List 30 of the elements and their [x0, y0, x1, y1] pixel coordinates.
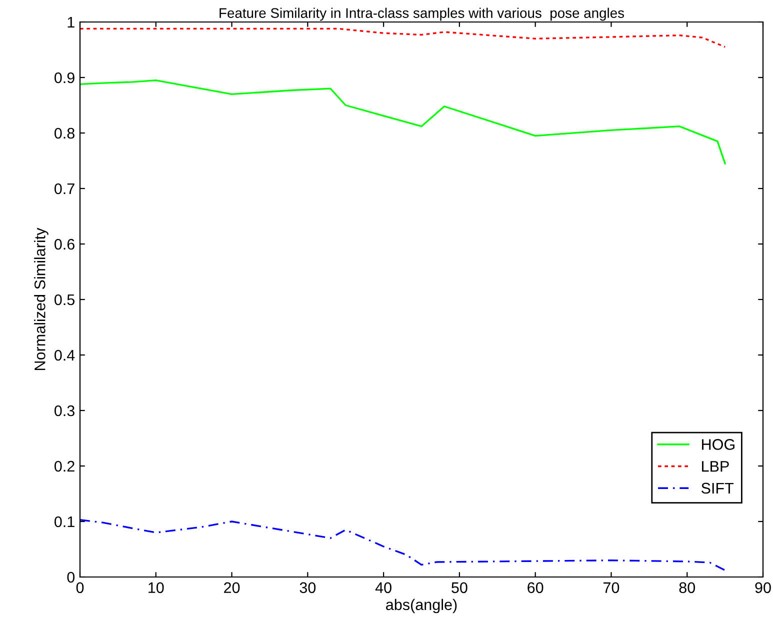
- y-tick-label: 0.5: [54, 294, 74, 306]
- x-tick-label: 20: [224, 582, 240, 594]
- line-series: [80, 519, 726, 572]
- y-tick-label: 0.9: [54, 72, 74, 84]
- line-series: [80, 28, 726, 48]
- x-tick-label: 40: [375, 582, 392, 594]
- x-tick-label: 60: [528, 582, 544, 594]
- chart-title: Feature Similarity in Intra-class samples with various pose angles: [220, 8, 624, 21]
- x-tick-label: 0: [76, 582, 84, 594]
- x-tick-label: 10: [148, 582, 164, 594]
- y-tick-label: 1: [68, 17, 74, 28]
- y-tick-label: 0.3: [54, 405, 74, 416]
- y-tick-label: 0.7: [54, 183, 74, 194]
- y-tick-label: 0.4: [54, 350, 75, 361]
- y-tick-label: 0.2: [54, 460, 74, 472]
- y-tick-label: 0.1: [54, 516, 74, 528]
- x-tick-label: 30: [300, 582, 316, 594]
- legend-label: HOG: [702, 439, 734, 450]
- line-series: [80, 79, 726, 164]
- x-tick-label: 80: [679, 582, 696, 594]
- legend-label: SIFT: [701, 482, 734, 494]
- legend-label: LBP: [702, 461, 729, 472]
- y-axis-title: Normalized Similarity: [34, 228, 48, 370]
- x-tick-label: 90: [755, 582, 771, 594]
- x-axis-title: abs(angle): [386, 598, 457, 614]
- y-tick-label: 0.8: [54, 128, 74, 139]
- x-tick-label: 50: [452, 582, 468, 594]
- x-tick-label: 70: [604, 582, 620, 594]
- y-tick-label: 0: [67, 572, 75, 583]
- y-tick-label: 0.6: [54, 238, 74, 250]
